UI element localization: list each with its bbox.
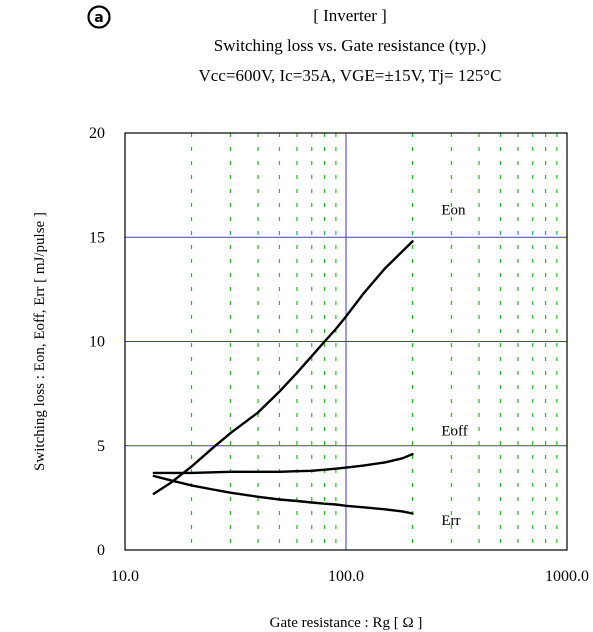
curve-label-err: Err xyxy=(441,513,460,529)
chart-subtitle: Switching loss vs. Gate resistance (typ.… xyxy=(213,36,487,55)
x-tick-labels: 10.0 100.0 1000.0 xyxy=(111,568,589,585)
curves xyxy=(152,240,414,515)
y-tick-labels: 0 5 10 15 20 xyxy=(89,125,105,559)
series-eon-line xyxy=(152,240,414,495)
series-err-line xyxy=(152,474,414,515)
plot-frame xyxy=(124,132,568,551)
y-tick-label: 0 xyxy=(97,542,105,559)
x-axis-label: Gate resistance : Rg [ Ω ] xyxy=(270,615,423,630)
chart: Eon Eoff Err 10.0 100.0 1000.0 0 5 10 15 20 Gate… xyxy=(32,125,589,630)
y-tick-label: 5 xyxy=(97,438,105,455)
chart-conditions: Vcc=600V, Ic=35A, VGE=±15V, Tj= 125°C xyxy=(198,66,502,85)
curve-label-eoff: Eoff xyxy=(441,423,467,439)
y-axis-label: Switching loss : Eon, Eoff, Err [ mJ/pul… xyxy=(32,212,48,471)
y-tick-label: 20 xyxy=(89,125,105,142)
annotations: Eon Eoff Err xyxy=(441,202,467,529)
x-tick-label: 10.0 xyxy=(111,568,139,585)
badge-letter: a xyxy=(94,10,103,26)
chart-title: [ Inverter ] xyxy=(313,6,387,25)
major-gridlines xyxy=(125,133,567,550)
x-tick-label: 1000.0 xyxy=(545,568,589,585)
x-tick-label: 100.0 xyxy=(328,568,364,585)
series-eoff-line xyxy=(152,452,414,475)
y-tick-label: 10 xyxy=(89,334,105,351)
badge-a: a xyxy=(86,4,112,30)
curve-label-eon: Eon xyxy=(441,202,466,218)
y-tick-label: 15 xyxy=(89,229,105,246)
